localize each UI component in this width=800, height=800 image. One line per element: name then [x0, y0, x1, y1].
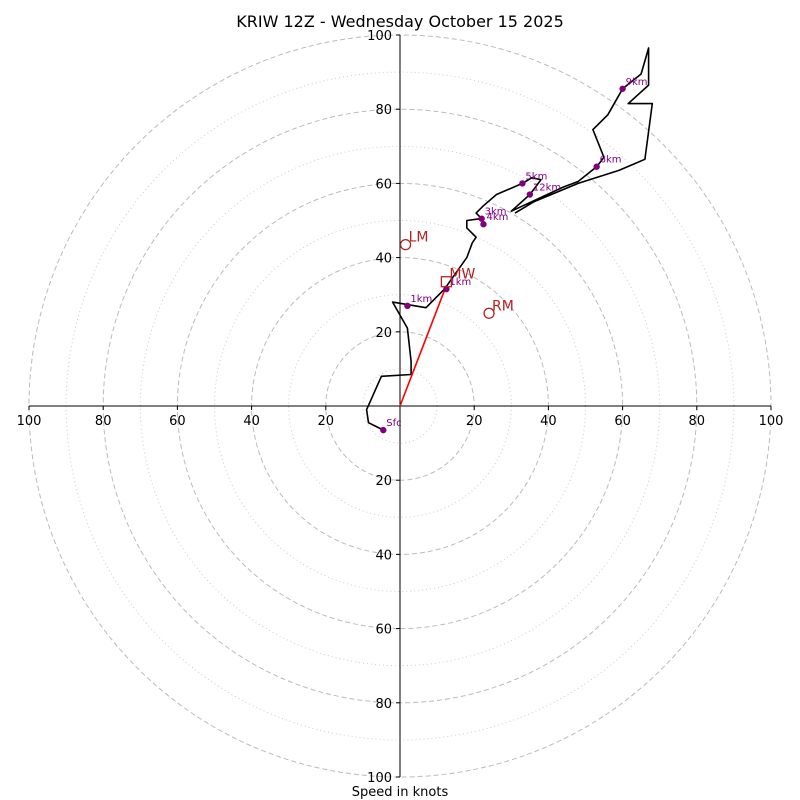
height-point-label: 12km: [533, 183, 561, 194]
x-tick-label: 100: [17, 414, 42, 429]
storm-marker-label: MW: [449, 267, 475, 283]
height-point-marker: [526, 191, 534, 198]
height-point-label: 3km: [485, 207, 507, 218]
shear-vector-line: [399, 285, 448, 407]
storm-markers: LM MW RM: [399, 230, 514, 319]
x-tick-label: 80: [689, 414, 706, 429]
height-point-marker: [480, 221, 487, 228]
y-tick-label: 60: [375, 177, 392, 192]
y-tick-label: 60: [375, 623, 392, 638]
height-point-label: 6km: [600, 155, 622, 166]
chart-title: KRIW 12Z - Wednesday October 15 2025: [236, 12, 564, 31]
y-tick-label: 80: [375, 697, 392, 712]
height-point-marker: [519, 180, 526, 187]
y-tick-label: 100: [367, 29, 392, 44]
x-tick-label: 20: [318, 414, 335, 429]
height-point-marker: [380, 426, 387, 434]
storm-marker-mw: [440, 276, 453, 288]
height-point-label: 1km: [449, 277, 471, 288]
y-tick-label: 40: [375, 548, 392, 563]
y-tick-label: 80: [375, 103, 392, 118]
storm-marker-label: LM: [409, 230, 429, 246]
x-tick-label: 100: [759, 414, 784, 429]
x-tick-label: 20: [466, 414, 483, 429]
storm-marker-rm: [483, 307, 495, 319]
height-point-marker: [593, 163, 600, 170]
x-tick-label: 40: [540, 414, 557, 429]
height-point-marker: [404, 302, 411, 310]
x-tick-label: 80: [95, 414, 112, 429]
wind-profile: [365, 47, 654, 431]
hodograph-trace: [365, 47, 654, 431]
storm-marker-label: RM: [492, 298, 514, 314]
y-tick-label: 20: [375, 326, 392, 341]
height-point-label: 4km: [486, 212, 508, 223]
x-tick-label: 60: [169, 414, 186, 429]
height-point-label: 5km: [525, 171, 547, 182]
y-tick-label: 40: [375, 252, 392, 267]
storm-motion-vector: [399, 285, 448, 407]
tick-labels: 100 80 60 40 20 20 40 60 80 100 100 80 60 40 20 20 40 60 8…: [17, 29, 784, 786]
y-tick-label: 100: [367, 771, 392, 786]
height-point-marker: [619, 85, 626, 92]
height-point-marker: [443, 285, 450, 293]
height-point-label: 1km: [410, 294, 432, 305]
x-axis-label: Speed in knots: [352, 785, 449, 800]
height-point-marker: [478, 215, 485, 222]
y-tick-label: 20: [375, 474, 392, 489]
x-tick-label: 40: [243, 414, 260, 429]
height-point-label: Sfc: [386, 418, 401, 429]
storm-marker-lm: [399, 238, 412, 251]
x-tick-label: 60: [614, 414, 631, 429]
height-point-label: 9km: [626, 77, 648, 88]
